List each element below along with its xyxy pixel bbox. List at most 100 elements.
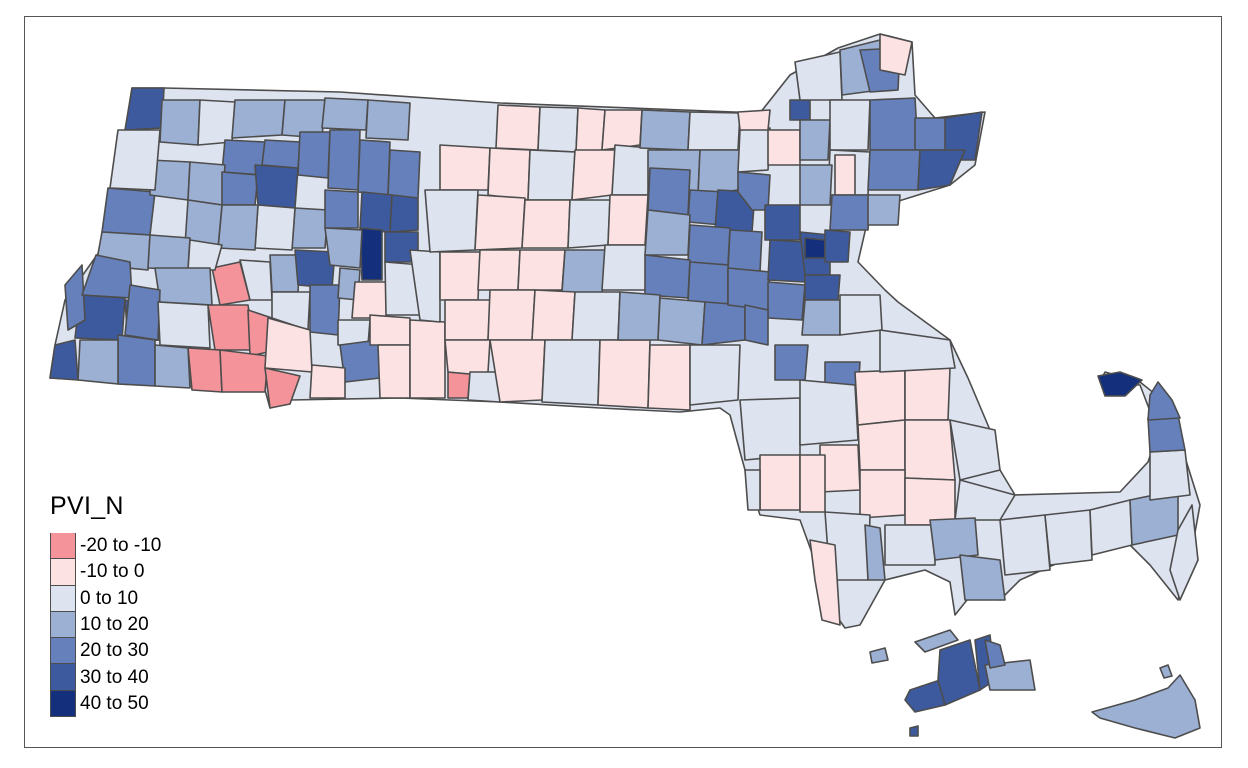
legend-item: 30 to 40 (50, 664, 161, 691)
legend-swatch (50, 533, 76, 560)
legend-swatch (50, 690, 76, 718)
town-region (77, 339, 119, 385)
town-region (49, 339, 79, 381)
town-region (1159, 664, 1173, 679)
town-region (799, 164, 833, 206)
town-region (324, 189, 359, 229)
town-region (864, 524, 886, 581)
town-region (859, 469, 906, 519)
legend-item: -10 to 0 (50, 559, 161, 586)
town-region (369, 314, 411, 346)
town-region (869, 647, 889, 664)
town-region (639, 109, 691, 151)
town-region (737, 127, 771, 173)
town-region (571, 291, 621, 341)
town-region (999, 514, 1051, 576)
town-region (424, 189, 479, 253)
town-region (517, 249, 566, 291)
town-region (767, 281, 806, 321)
town-region (744, 304, 769, 346)
town-region (124, 87, 165, 131)
legend-item: 0 to 10 (50, 585, 161, 612)
town-region (474, 194, 526, 251)
legend-item: 20 to 30 (50, 638, 161, 665)
town-region (879, 329, 956, 373)
town-region (409, 319, 446, 399)
town-region (444, 339, 491, 375)
town-region (561, 249, 606, 296)
town-region (909, 725, 919, 737)
town-region (617, 291, 661, 341)
town-region (949, 419, 1001, 481)
town-region (829, 99, 871, 151)
town-region (444, 299, 491, 341)
town-region (1097, 371, 1143, 397)
town-region (904, 679, 946, 713)
town-region (687, 224, 731, 266)
town-region (867, 149, 921, 191)
town-region (687, 261, 729, 306)
town-region (904, 477, 956, 526)
town-region (321, 97, 369, 131)
town-region (197, 99, 236, 146)
town-region (759, 454, 801, 511)
town-region (487, 289, 536, 341)
town-region (521, 199, 571, 249)
town-region (697, 149, 741, 196)
town-region (824, 229, 851, 263)
town-region (657, 297, 706, 346)
town-region (359, 227, 383, 281)
town-region (109, 129, 161, 191)
town-region (644, 209, 691, 256)
town-region (944, 111, 983, 161)
town-region (867, 194, 901, 226)
legend-item: 40 to 50 (50, 690, 161, 718)
town-region (1169, 504, 1199, 601)
town-region (801, 299, 841, 336)
town-region (124, 284, 161, 341)
town-region (767, 129, 801, 166)
town-region (447, 371, 471, 399)
town-region (187, 347, 223, 393)
town-region (1044, 509, 1093, 566)
town-region (774, 344, 809, 381)
town-region (439, 144, 491, 191)
town-region (219, 349, 269, 393)
town-region (531, 289, 576, 341)
town-region (727, 267, 771, 311)
town-region (154, 344, 191, 389)
legend-label: 10 to 20 (80, 614, 149, 636)
town-region (389, 194, 419, 233)
town-region (567, 199, 611, 249)
town-region (984, 659, 1036, 691)
town-region (309, 364, 346, 399)
town-region (647, 344, 691, 411)
town-region (984, 639, 1006, 669)
legend-label: -20 to -10 (80, 535, 162, 557)
town-region (879, 33, 913, 76)
town-region (291, 207, 329, 249)
town-region (764, 204, 801, 241)
town-region (81, 254, 133, 299)
town-region (254, 204, 296, 251)
legend-item: 10 to 20 (50, 611, 161, 639)
town-region (647, 167, 691, 216)
town-region (737, 171, 771, 211)
town-region (601, 109, 643, 151)
town-region (737, 109, 771, 131)
town-region (904, 367, 951, 421)
town-region (231, 99, 286, 139)
town-region (387, 149, 421, 199)
town-region (767, 239, 806, 283)
town-region (601, 244, 649, 291)
legend-swatch (50, 638, 76, 665)
town-region (804, 237, 826, 259)
legend-label: 20 to 30 (80, 640, 149, 662)
town-region (351, 281, 389, 319)
town-region (829, 194, 871, 231)
town-region (597, 339, 651, 409)
town-region (914, 629, 959, 653)
town-region (739, 397, 801, 461)
town-region (217, 204, 259, 251)
